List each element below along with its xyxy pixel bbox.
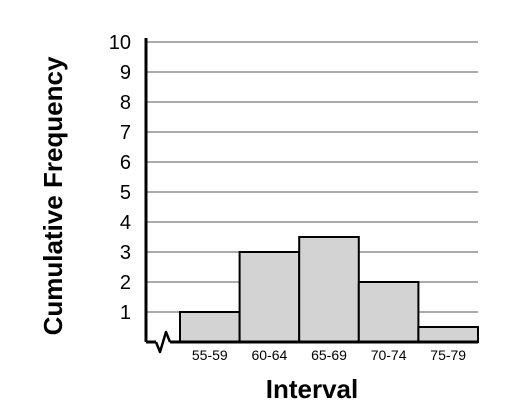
y-tick-label-2: 2 (120, 272, 131, 294)
bar-60-64 (238, 251, 301, 343)
y-tick-label-5: 5 (120, 182, 131, 204)
bars (179, 236, 479, 343)
y-tick-label-10: 10 (109, 32, 131, 54)
bar-75-79 (417, 326, 479, 343)
gridlines (146, 41, 478, 313)
x-category-labels: 55-59 60-64 65-69 70-74 75-79 (192, 347, 466, 363)
x-category-label-55-59: 55-59 (192, 347, 228, 363)
y-tick-label-3: 3 (120, 242, 131, 264)
bar-55-59 (179, 311, 241, 343)
y-tick-labels: 1 2 3 4 5 6 7 8 9 10 (109, 32, 131, 324)
y-tick-label-8: 8 (120, 92, 131, 114)
y-axis-title: Cumulative Frequency (38, 56, 68, 335)
axes (144, 38, 478, 354)
bar-65-69 (298, 236, 360, 343)
bar-70-74 (357, 281, 420, 343)
axis-break-mark (154, 330, 172, 354)
y-tick-label-6: 6 (120, 152, 131, 174)
x-axis-title: Interval (266, 374, 359, 404)
x-category-label-70-74: 70-74 (371, 347, 407, 363)
y-tick-label-9: 9 (120, 62, 131, 84)
y-tick-label-7: 7 (120, 122, 131, 144)
x-category-label-60-64: 60-64 (251, 347, 287, 363)
x-category-label-75-79: 75-79 (430, 347, 466, 363)
y-tick-label-4: 4 (120, 212, 131, 234)
y-tick-label-1: 1 (120, 302, 131, 324)
x-category-label-65-69: 65-69 (311, 347, 347, 363)
